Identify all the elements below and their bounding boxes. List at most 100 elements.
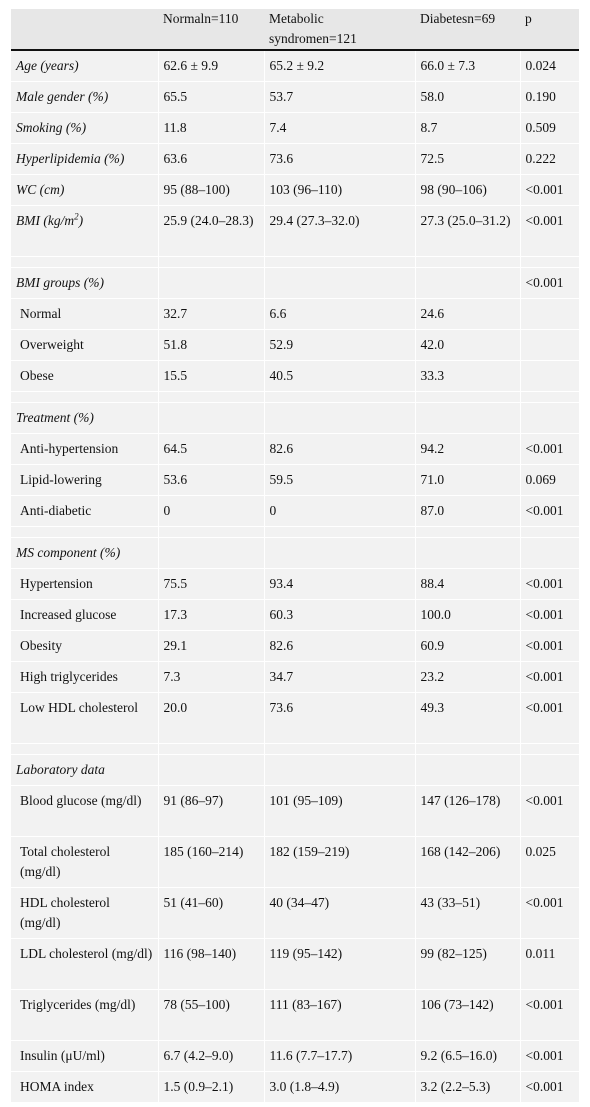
cell-normal: 53.6 — [158, 464, 265, 496]
header-cell-metabolic: Metabolic syndromen=121 — [264, 9, 415, 51]
cell-metabolic: 34.7 — [264, 661, 416, 693]
cell-p: 0.190 — [520, 81, 579, 113]
cell-diabetes: 58.0 — [415, 81, 521, 113]
cell-metabolic: 40 (34–47) — [264, 887, 416, 939]
cell-normal: 0 — [158, 495, 265, 527]
cell-diabetes: 49.3 — [415, 692, 521, 744]
table-row: Low HDL cholesterol 20.0 73.6 49.3 <0.001 — [11, 692, 579, 744]
cell-p: <0.001 — [520, 989, 579, 1041]
section-label: BMI groups (%) — [11, 267, 159, 299]
cell-diabetes: 100.0 — [415, 599, 521, 631]
table-row: HDL cholesterol (mg/dl) 51 (41–60) 40 (34–… — [11, 887, 579, 939]
cell-metabolic: 111 (83–167) — [264, 989, 416, 1041]
row-label: Smoking (%) — [11, 112, 159, 144]
cell-metabolic: 7.4 — [264, 112, 416, 144]
cell-metabolic — [264, 267, 416, 299]
cell-diabetes: 72.5 — [415, 143, 521, 175]
cell-diabetes: 42.0 — [415, 329, 521, 361]
cell-p — [520, 402, 579, 434]
cell-p: <0.001 — [520, 267, 579, 299]
row-label: HDL cholesterol (mg/dl) — [11, 887, 159, 939]
cell-p: 0.509 — [520, 112, 579, 144]
row-label: Overweight — [11, 329, 159, 361]
row-label: Increased glucose — [11, 599, 159, 631]
table-row: Overweight 51.8 52.9 42.0 — [11, 329, 579, 361]
cell-normal: 11.8 — [158, 112, 265, 144]
cell-metabolic: 82.6 — [264, 630, 416, 662]
cell-metabolic: 53.7 — [264, 81, 416, 113]
cell-normal: 65.5 — [158, 81, 265, 113]
row-label: BMI (kg/m2) — [11, 205, 159, 257]
cell-normal: 17.3 — [158, 599, 265, 631]
table-row: Male gender (%) 65.5 53.7 58.0 0.190 — [11, 81, 579, 113]
cell-p: <0.001 — [520, 433, 579, 465]
cell-p: <0.001 — [520, 599, 579, 631]
cell-p: 0.069 — [520, 464, 579, 496]
cell-metabolic: 101 (95–109) — [264, 785, 416, 837]
cell-p: <0.001 — [520, 630, 579, 662]
cell-normal — [158, 402, 265, 434]
cell-metabolic: 59.5 — [264, 464, 416, 496]
row-label-superscript: 2 — [74, 211, 79, 222]
table-row: Total cholesterol (mg/dl) 185 (160–214) 18… — [11, 836, 579, 888]
cell-diabetes: 43 (33–51) — [415, 887, 521, 939]
row-label: Hypertension — [11, 568, 159, 600]
cell-normal — [158, 267, 265, 299]
cell-normal: 64.5 — [158, 433, 265, 465]
cell-metabolic: 73.6 — [264, 692, 416, 744]
cell-normal: 62.6 ± 9.9 — [158, 50, 265, 82]
cell-metabolic: 11.6 (7.7–17.7) — [264, 1040, 416, 1072]
cell-p: <0.001 — [520, 661, 579, 693]
cell-metabolic: 103 (96–110) — [264, 174, 416, 206]
header-cell-diabetes: Diabetesn=69 — [415, 9, 520, 51]
cell-normal: 185 (160–214) — [158, 836, 265, 888]
header-cell-normal: Normaln=110 — [158, 9, 264, 51]
data-table: Normaln=110 Metabolic syndromen=121 Diab… — [11, 9, 579, 1103]
cell-metabolic: 0 — [264, 495, 416, 527]
row-label: Male gender (%) — [11, 81, 159, 113]
cell-normal: 25.9 (24.0–28.3) — [158, 205, 265, 257]
row-label: Total cholesterol (mg/dl) — [11, 836, 159, 888]
cell-metabolic: 182 (159–219) — [264, 836, 416, 888]
cell-diabetes: 8.7 — [415, 112, 521, 144]
cell-p: <0.001 — [520, 495, 579, 527]
cell-normal: 6.7 (4.2–9.0) — [158, 1040, 265, 1072]
cell-diabetes: 87.0 — [415, 495, 521, 527]
section-row: Treatment (%) — [11, 402, 579, 434]
cell-metabolic: 40.5 — [264, 360, 416, 392]
cell-p: <0.001 — [520, 205, 579, 257]
row-label-end: ) — [78, 213, 84, 228]
cell-diabetes: 3.2 (2.2–5.3) — [415, 1071, 521, 1103]
table-row: Obesity 29.1 82.6 60.9 <0.001 — [11, 630, 579, 662]
row-label: Lipid-lowering — [11, 464, 159, 496]
cell-p: <0.001 — [520, 785, 579, 837]
row-label: Hyperlipidemia (%) — [11, 143, 159, 175]
row-label: Anti-diabetic — [11, 495, 159, 527]
row-label-text: BMI (kg/m — [16, 213, 75, 228]
cell-metabolic — [264, 402, 416, 434]
row-label: LDL cholesterol (mg/dl) — [11, 938, 159, 990]
cell-p: <0.001 — [520, 1071, 579, 1103]
table-row: BMI (kg/m2) 25.9 (24.0–28.3) 29.4 (27.3–32… — [11, 205, 579, 257]
table-row: Anti-diabetic 0 0 87.0 <0.001 — [11, 495, 579, 527]
cell-normal: 51.8 — [158, 329, 265, 361]
cell-metabolic — [264, 754, 416, 786]
spacer-row — [11, 526, 579, 538]
row-label: Low HDL cholesterol — [11, 692, 159, 744]
cell-diabetes: 94.2 — [415, 433, 521, 465]
cell-normal: 20.0 — [158, 692, 265, 744]
row-label: Insulin (μU/ml) — [11, 1040, 159, 1072]
cell-diabetes: 24.6 — [415, 298, 521, 330]
table-row: Lipid-lowering 53.6 59.5 71.0 0.069 — [11, 464, 579, 496]
section-label: MS component (%) — [11, 537, 159, 569]
cell-diabetes — [415, 267, 521, 299]
cell-metabolic: 60.3 — [264, 599, 416, 631]
header-cell-p: p — [520, 9, 579, 51]
cell-p: 0.222 — [520, 143, 579, 175]
header-cell-label — [11, 9, 158, 51]
cell-normal: 29.1 — [158, 630, 265, 662]
table-row: WC (cm) 95 (88–100) 103 (96–110) 98 (90–106… — [11, 174, 579, 206]
cell-normal — [158, 537, 265, 569]
cell-normal: 32.7 — [158, 298, 265, 330]
row-label: Anti-hypertension — [11, 433, 159, 465]
